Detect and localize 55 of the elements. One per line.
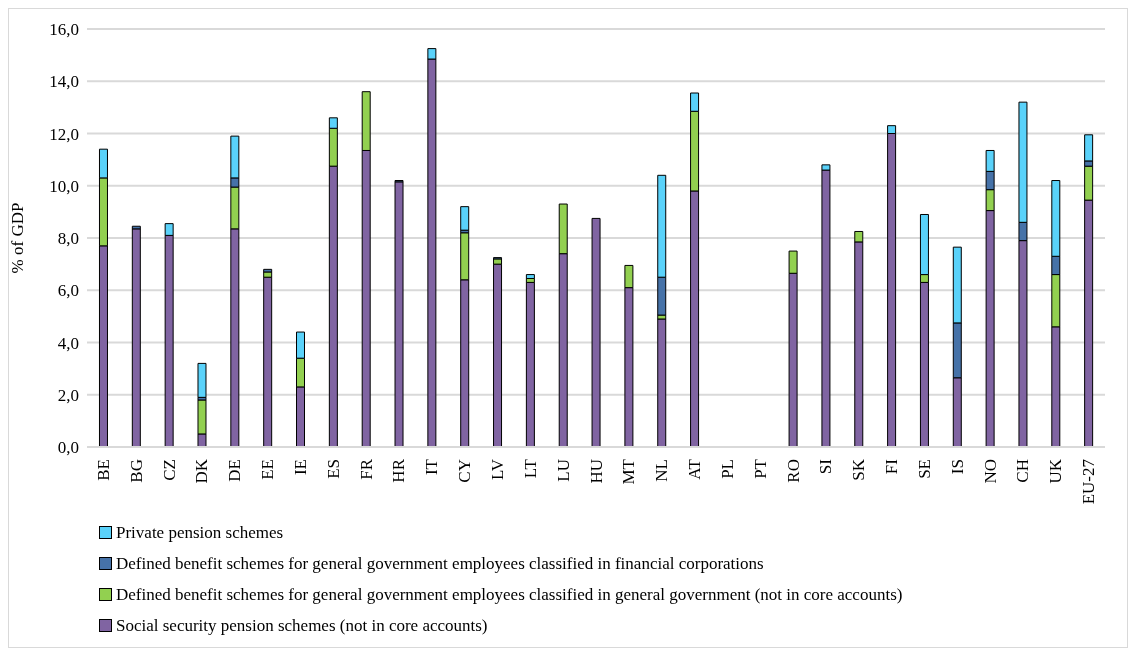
x-tick-label: SE bbox=[914, 459, 934, 479]
x-tick-label: AT bbox=[685, 458, 705, 480]
bar bbox=[657, 318, 667, 447]
y-tick-label: 0,0 bbox=[57, 438, 79, 458]
y-tick-label: 10,0 bbox=[49, 176, 79, 196]
x-tick-label: PT bbox=[750, 458, 770, 479]
x-tick-label: NL bbox=[652, 459, 672, 482]
x-tick-label: SI bbox=[816, 458, 836, 475]
y-tick-label: 16,0 bbox=[49, 20, 79, 40]
x-tick-label: PL bbox=[717, 459, 737, 479]
bar bbox=[460, 206, 470, 231]
x-tick-label: BG bbox=[126, 459, 146, 483]
y-tick-label: 12,0 bbox=[49, 124, 79, 144]
bar bbox=[197, 362, 207, 398]
x-tick-label: DK bbox=[192, 458, 212, 484]
x-tick-label: UK bbox=[1046, 458, 1066, 484]
x-tick-label: CH bbox=[1013, 459, 1033, 483]
bar bbox=[263, 276, 273, 447]
x-tick-label: HR bbox=[389, 458, 409, 483]
bar bbox=[525, 281, 535, 447]
bar bbox=[493, 263, 503, 447]
x-tick-label: LV bbox=[487, 458, 507, 481]
legend-label: Defined benefit schemes for general government employees classified in general government (not in core accounts) bbox=[116, 584, 903, 605]
y-axis-title: % of GDP bbox=[8, 202, 28, 274]
x-tick-label: EU-27 bbox=[1079, 458, 1099, 505]
y-tick-label: 4,0 bbox=[57, 333, 79, 353]
x-tick-label: FI bbox=[882, 458, 902, 475]
bar bbox=[591, 217, 601, 447]
y-tick-label: 2,0 bbox=[57, 385, 79, 405]
bar bbox=[525, 274, 535, 279]
x-tick-label: SK bbox=[849, 458, 869, 481]
x-tick-label: EE bbox=[258, 459, 278, 480]
legend-label: Social security pension schemes (not in core accounts) bbox=[116, 615, 488, 636]
x-tick-label: LT bbox=[520, 458, 540, 479]
x-tick-label: BE bbox=[93, 459, 113, 481]
x-tick-label: NO bbox=[980, 459, 1000, 484]
x-tick-label: MT bbox=[619, 458, 639, 485]
y-tick-label: 8,0 bbox=[57, 229, 79, 249]
bar bbox=[394, 181, 404, 447]
x-tick-label: HU bbox=[586, 459, 606, 484]
y-tick-label: 14,0 bbox=[49, 72, 79, 92]
legend-label: Defined benefit schemes for general government employees classified in financial corporations bbox=[116, 553, 764, 574]
x-tick-label: DE bbox=[225, 459, 245, 482]
x-tick-label: ES bbox=[323, 459, 343, 479]
legend-label: Private pension schemes bbox=[116, 522, 284, 543]
bar bbox=[131, 228, 141, 447]
x-tick-label: CY bbox=[455, 459, 475, 483]
x-tick-label: CZ bbox=[159, 459, 179, 481]
x-tick-label: RO bbox=[783, 459, 803, 483]
x-tick-label: LU bbox=[553, 459, 573, 482]
x-tick-label: FR bbox=[356, 458, 376, 480]
x-tick-label: IE bbox=[290, 459, 310, 476]
x-tick-label: IS bbox=[947, 459, 967, 475]
x-tick-label: IT bbox=[422, 458, 442, 476]
y-tick-label: 6,0 bbox=[57, 281, 79, 301]
